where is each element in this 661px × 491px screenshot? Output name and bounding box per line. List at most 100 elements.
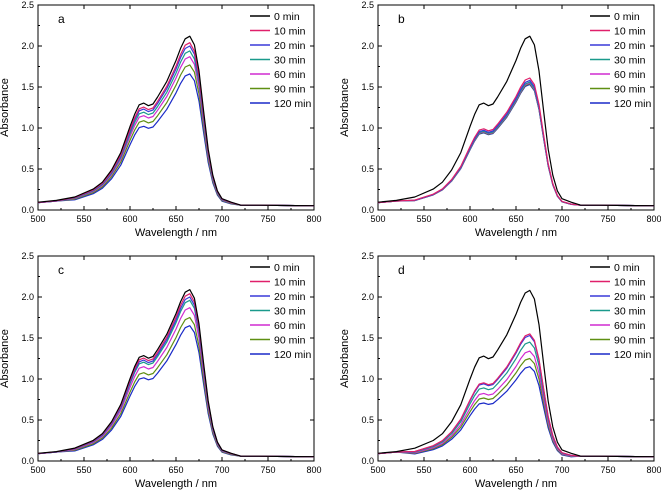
series-line-30-min [37,50,315,207]
series-line-60-min [37,307,315,458]
series-line-20-min [37,45,315,207]
x-tick-label: 750 [600,465,615,475]
series-line-30-min [377,81,655,207]
legend-label: 60 min [614,69,646,81]
series-group [37,35,315,207]
x-tick-label: 500 [30,465,45,475]
x-tick-label: 700 [214,214,229,224]
y-tick-label: 1.0 [21,374,34,384]
plot-frame [377,4,655,211]
plot-frame [37,255,315,462]
series-line-30-min [37,299,315,458]
y-tick-label: 1.5 [361,333,374,343]
y-tick-label: 2.5 [21,251,34,261]
legend-label: 90 min [614,335,646,347]
y-tick-label: 0.5 [21,164,34,174]
series-line-60-min [37,56,315,207]
series-line-0-min [377,35,655,207]
panel-c: 500 550 600 650 700 750 800 0.0 0.5 1.0 1.5 2.0 2.5 W… [0,251,322,490]
y-tick-label: 2.0 [361,292,374,302]
panel-letter: b [398,12,405,26]
x-tick-label: 750 [260,465,275,475]
x-axis-label: Wavelength / nm [475,478,557,490]
legend-label: 120 min [614,98,652,110]
legend-label: 0 min [274,11,300,23]
series-line-0-min [37,289,315,458]
x-tick-label: 500 [370,214,385,224]
x-tick-label: 600 [122,214,137,224]
legend-label: 0 min [614,11,640,23]
panel-d: 500 550 600 650 700 750 800 0.0 0.5 1.0 1.5 2.0 2.5 W… [339,251,661,490]
y-tick-label: 2.5 [21,0,34,10]
y-tick-label: 2.5 [361,0,374,10]
x-tick-label: 750 [260,214,275,224]
legend-label: 120 min [274,349,312,361]
legend-label: 0 min [614,262,640,274]
series-line-10-min [377,77,655,207]
series-line-120-min [37,325,315,458]
x-tick-label: 600 [462,214,477,224]
x-tick-label: 650 [508,465,523,475]
y-tick-label: 1.0 [21,123,34,133]
y-axis-label: Absorbance [0,329,11,388]
y-tick-label: 0.0 [361,205,374,215]
panel-letter: c [58,263,64,277]
series-line-20-min [377,334,655,458]
y-tick-label: 0.0 [21,456,34,466]
x-axis-label: Wavelength / nm [135,478,217,490]
series-line-30-min [377,341,655,458]
y-tick-label: 1.0 [361,123,374,133]
panel-b: 500 550 600 650 700 750 800 0.0 0.5 1.0 1.5 2.0 2.5 W… [339,0,661,239]
series-group [377,35,655,207]
x-tick-label: 800 [646,465,661,475]
y-tick-label: 2.0 [21,41,34,51]
legend-label: 20 min [274,291,306,303]
x-tick-label: 800 [646,214,661,224]
series-line-10-min [37,293,315,458]
series-line-0-min [37,35,315,207]
x-tick-label: 700 [214,465,229,475]
legend: 0 min 10 min 20 min 30 min 60 min 90 min 120 m… [250,262,312,361]
x-tick-label: 650 [508,214,523,224]
x-tick-label: 600 [122,465,137,475]
legend-label: 90 min [614,84,646,96]
y-tick-label: 0.5 [361,415,374,425]
series-line-90-min [377,357,655,458]
y-tick-label: 2.5 [361,251,374,261]
series-line-10-min [37,42,315,207]
x-tick-label: 550 [416,214,431,224]
legend-label: 10 min [274,277,306,289]
x-tick-label: 700 [554,214,569,224]
x-tick-label: 550 [76,214,91,224]
series-line-60-min [377,350,655,458]
series-line-60-min [377,82,655,207]
y-tick-label: 0.5 [21,415,34,425]
y-axis-label: Absorbance [0,78,11,137]
x-tick-label: 800 [306,214,321,224]
x-tick-label: 750 [600,214,615,224]
series-line-90-min [37,64,315,207]
plot-frame [37,4,315,211]
series-line-120-min [377,83,655,207]
y-tick-label: 1.0 [361,374,374,384]
x-tick-label: 550 [76,465,91,475]
panel-letter: d [398,263,405,277]
legend-label: 90 min [274,335,306,347]
series-line-0-min [377,289,655,458]
legend-label: 90 min [274,84,306,96]
series-group [37,289,315,458]
legend-label: 30 min [274,55,306,67]
x-tick-label: 500 [30,214,45,224]
x-axis-label: Wavelength / nm [135,227,217,239]
legend-label: 30 min [274,306,306,318]
legend: 0 min 10 min 20 min 30 min 60 min 90 min 120 m… [590,262,652,361]
series-line-90-min [377,83,655,207]
legend-label: 0 min [274,262,300,274]
series-group [377,289,655,458]
series-line-10-min [377,333,655,458]
series-line-120-min [37,73,315,207]
legend-label: 60 min [614,320,646,332]
y-tick-label: 0.0 [21,205,34,215]
legend-label: 30 min [614,55,646,67]
